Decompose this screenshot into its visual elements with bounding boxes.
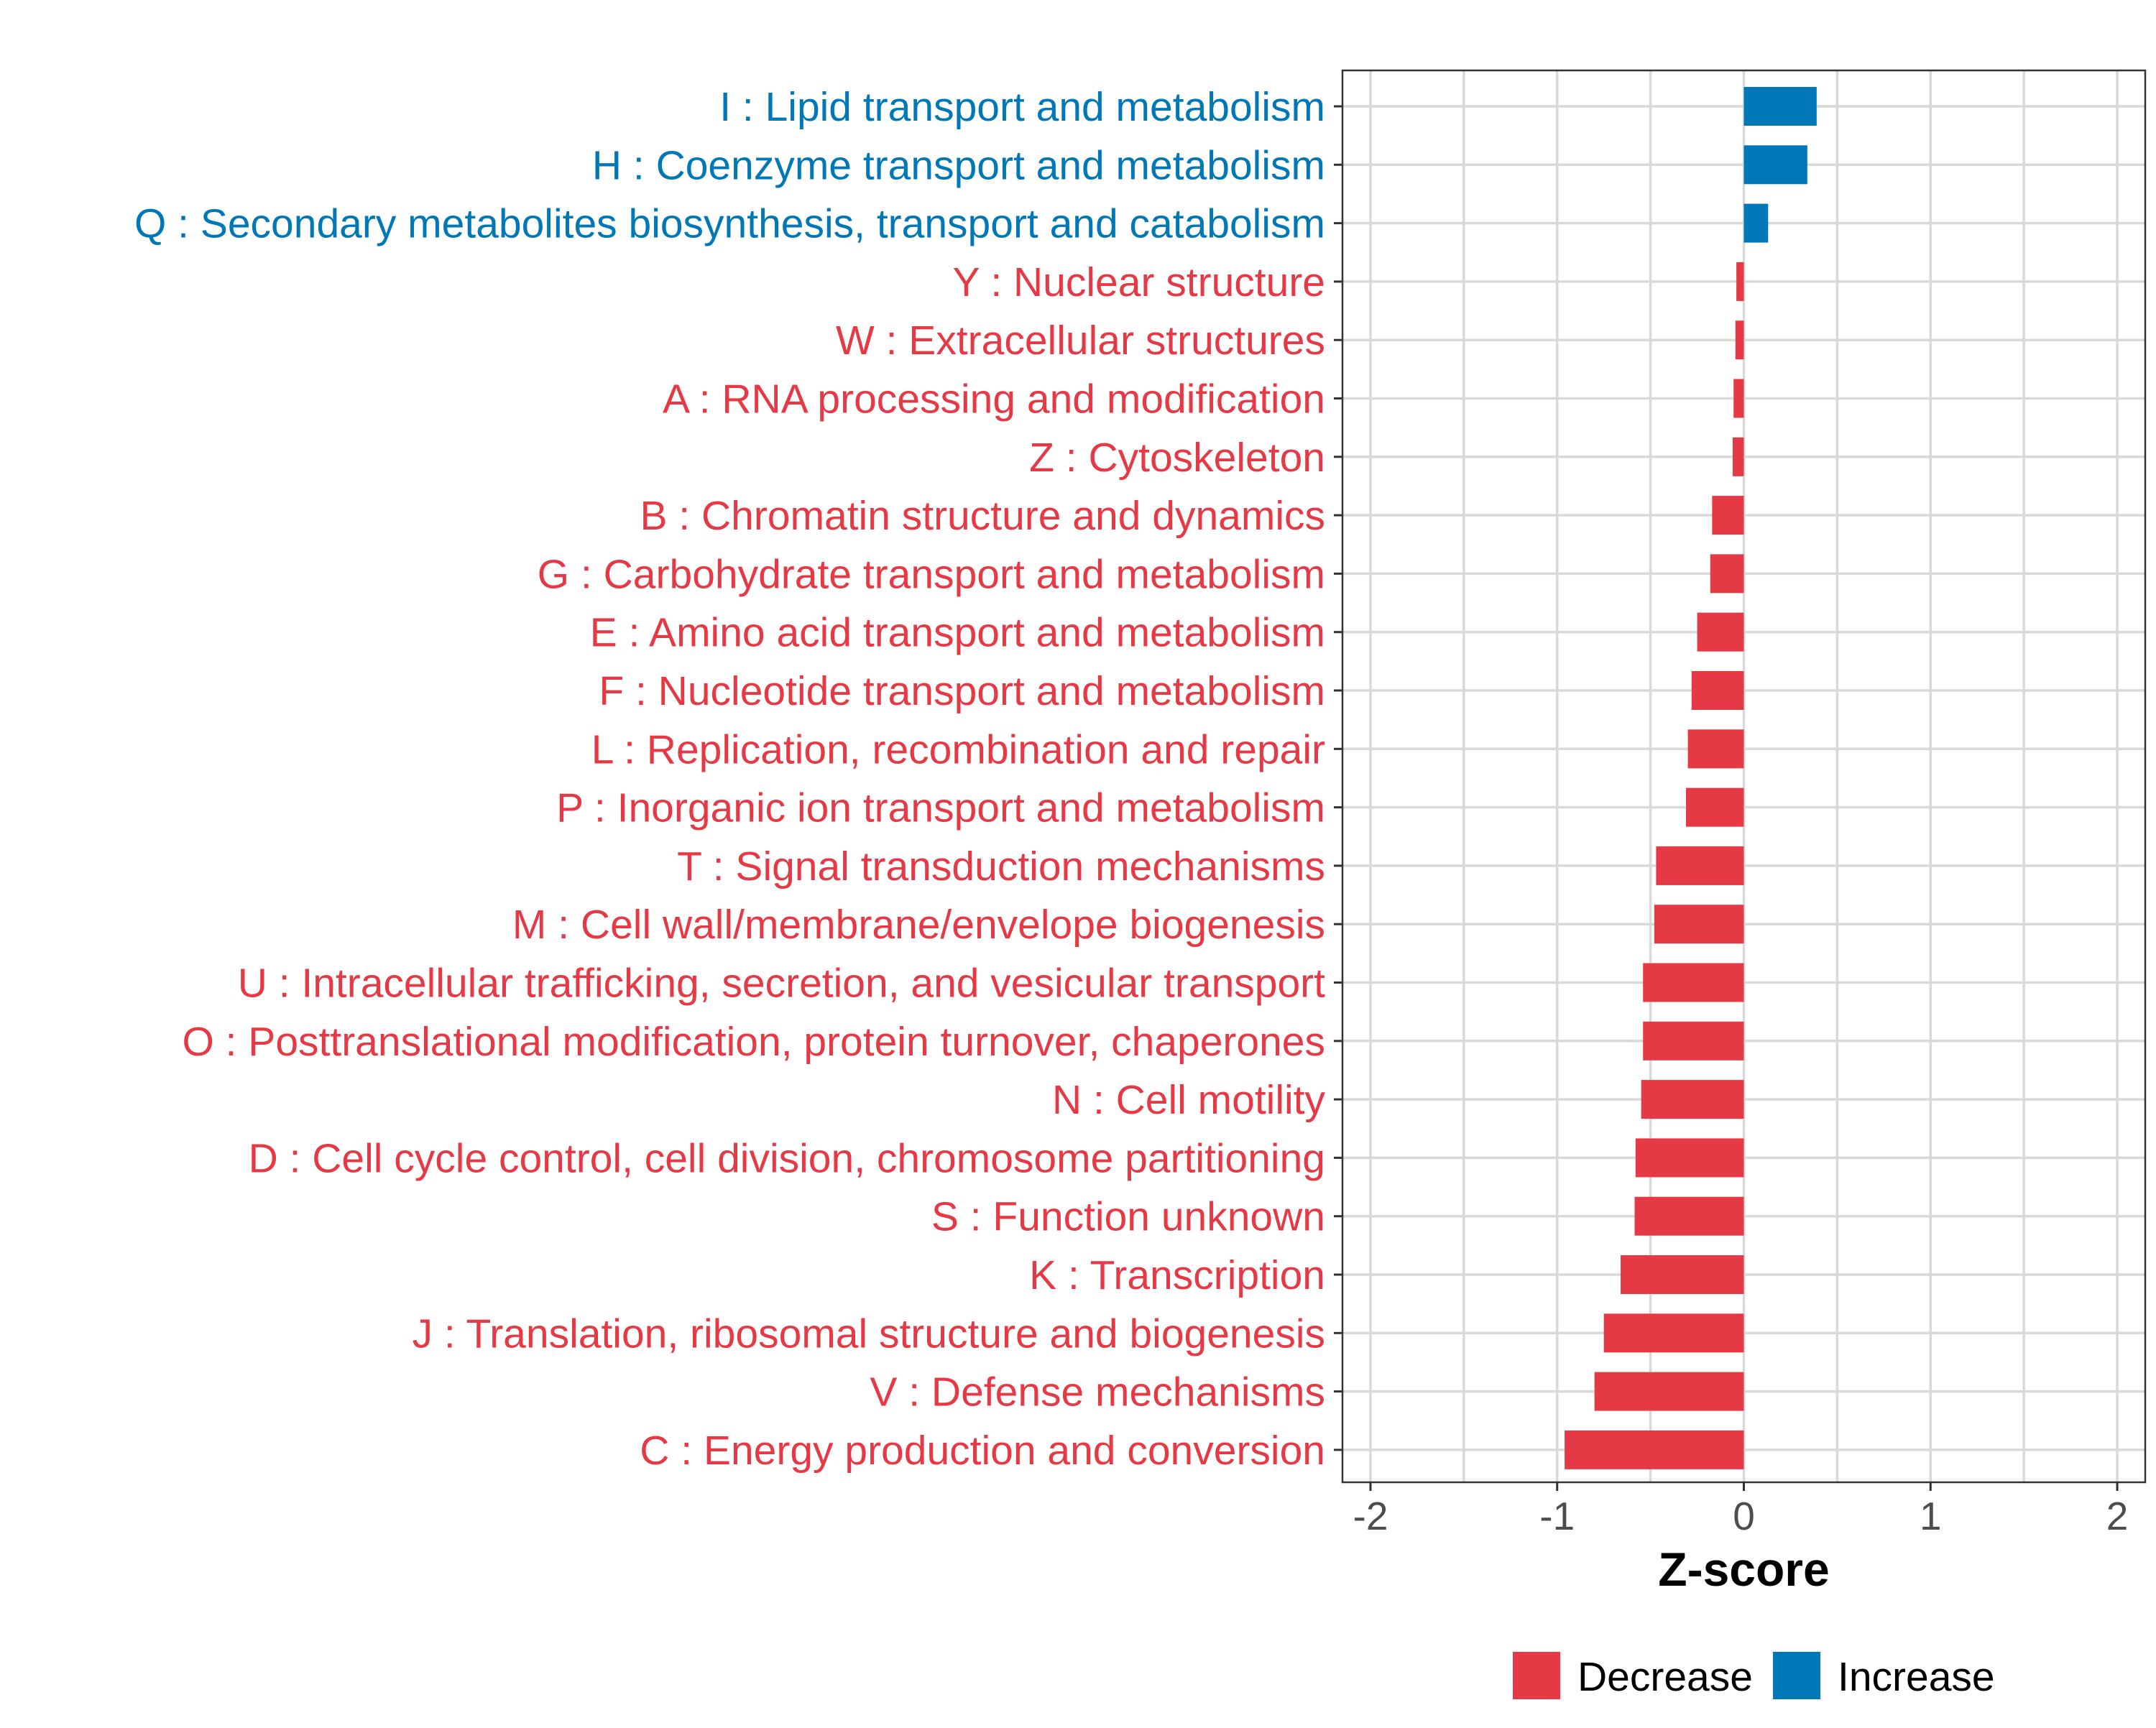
x-tick-label: 1: [1920, 1494, 1942, 1538]
bar: [1603, 1313, 1744, 1353]
y-axis-category-labels: I : Lipid transport and metabolism H : Co…: [134, 84, 1326, 1474]
y-category-label: T : Signal transduction mechanisms: [677, 844, 1325, 890]
bar: [1743, 87, 1817, 126]
bar: [1643, 1021, 1744, 1061]
y-category-label: Q : Secondary metabolites biosynthesis, …: [134, 201, 1325, 247]
y-category-label: S : Function unknown: [931, 1194, 1325, 1240]
bar: [1621, 1255, 1744, 1294]
bar: [1643, 963, 1744, 1002]
legend-label: Increase: [1838, 1654, 1995, 1700]
y-category-label: H : Coenzyme transport and metabolism: [592, 142, 1325, 188]
bar: [1710, 554, 1744, 593]
y-category-label: M : Cell wall/membrane/envelope biogenes…: [512, 902, 1325, 948]
legend-swatch: [1513, 1652, 1560, 1699]
x-axis-ticks: -2 -1 0 1 2: [1353, 1482, 2129, 1538]
bar: [1697, 612, 1744, 652]
y-category-label: E : Amino acid transport and metabolism: [590, 610, 1325, 656]
bars: [1565, 87, 1817, 1469]
bar: [1733, 379, 1744, 418]
bar: [1712, 496, 1744, 535]
x-tick-label: -2: [1353, 1494, 1388, 1538]
bar: [1687, 729, 1744, 769]
bar: [1594, 1372, 1744, 1411]
bar: [1656, 846, 1744, 885]
bar: [1732, 437, 1744, 476]
y-category-label: F : Nucleotide transport and metabolism: [599, 668, 1325, 714]
y-category-label: C : Energy production and conversion: [640, 1428, 1325, 1474]
bar: [1736, 262, 1744, 301]
bar: [1743, 203, 1769, 243]
x-tick-label: 2: [2106, 1494, 2129, 1538]
bar: [1743, 145, 1807, 185]
bar: [1685, 787, 1744, 827]
bar: [1565, 1430, 1744, 1469]
y-category-label: U : Intracellular trafficking, secretion…: [238, 961, 1325, 1007]
x-axis-title: Z-score: [1658, 1543, 1829, 1596]
bar: [1735, 320, 1744, 360]
y-category-label: I : Lipid transport and metabolism: [719, 84, 1325, 130]
bar: [1691, 671, 1744, 710]
bar: [1641, 1080, 1744, 1119]
x-tick-label: 0: [1733, 1494, 1755, 1538]
y-category-label: V : Defense mechanisms: [870, 1369, 1325, 1415]
y-category-label: D : Cell cycle control, cell division, c…: [249, 1135, 1325, 1181]
y-category-label: Z : Cytoskeleton: [1029, 435, 1325, 481]
y-category-label: Y : Nuclear structure: [953, 259, 1325, 305]
bar: [1634, 1196, 1744, 1236]
y-category-label: G : Carbohydrate transport and metabolis…: [538, 551, 1325, 597]
y-category-label: W : Extracellular structures: [836, 318, 1325, 364]
x-tick-label: -1: [1539, 1494, 1575, 1538]
y-category-label: L : Replication, recombination and repai…: [591, 726, 1325, 772]
y-category-label: J : Translation, ribosomal structure and…: [413, 1311, 1325, 1357]
y-category-label: N : Cell motility: [1052, 1077, 1326, 1123]
bar: [1654, 905, 1744, 944]
y-category-label: A : RNA processing and modification: [663, 376, 1325, 422]
y-category-label: O : Posttranslational modification, prot…: [182, 1019, 1325, 1065]
bar: [1635, 1138, 1744, 1178]
legend: Decrease Increase: [1513, 1652, 1995, 1700]
y-category-label: P : Inorganic ion transport and metaboli…: [556, 785, 1325, 831]
y-axis-ticks: [1334, 105, 1342, 1451]
y-category-label: B : Chromatin structure and dynamics: [640, 493, 1325, 539]
y-category-label: K : Transcription: [1029, 1252, 1325, 1298]
legend-swatch: [1773, 1652, 1820, 1699]
legend-label: Decrease: [1577, 1654, 1753, 1700]
